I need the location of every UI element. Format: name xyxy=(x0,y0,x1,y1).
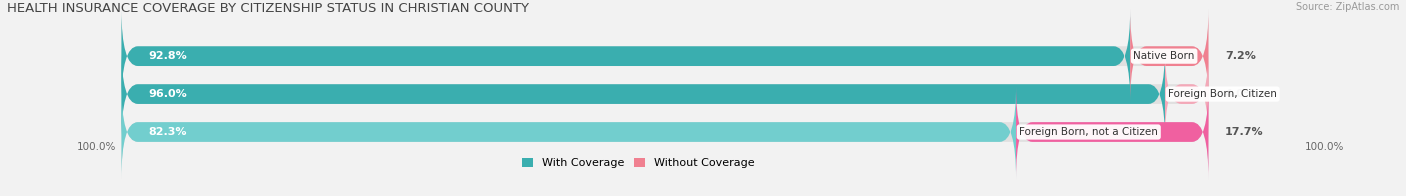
Text: 7.2%: 7.2% xyxy=(1225,51,1256,61)
Text: 100.0%: 100.0% xyxy=(77,142,117,152)
Legend: With Coverage, Without Coverage: With Coverage, Without Coverage xyxy=(523,158,754,169)
Text: 17.7%: 17.7% xyxy=(1225,127,1264,137)
Text: Native Born: Native Born xyxy=(1133,51,1195,61)
Text: HEALTH INSURANCE COVERAGE BY CITIZENSHIP STATUS IN CHRISTIAN COUNTY: HEALTH INSURANCE COVERAGE BY CITIZENSHIP… xyxy=(7,2,529,15)
FancyBboxPatch shape xyxy=(1130,9,1208,103)
Text: Foreign Born, Citizen: Foreign Born, Citizen xyxy=(1168,89,1277,99)
FancyBboxPatch shape xyxy=(121,47,1166,141)
Text: Foreign Born, not a Citizen: Foreign Born, not a Citizen xyxy=(1019,127,1159,137)
Text: 4.0%: 4.0% xyxy=(1225,89,1256,99)
FancyBboxPatch shape xyxy=(121,85,1208,179)
Text: 96.0%: 96.0% xyxy=(149,89,187,99)
Text: Source: ZipAtlas.com: Source: ZipAtlas.com xyxy=(1295,2,1399,12)
Text: 92.8%: 92.8% xyxy=(149,51,187,61)
FancyBboxPatch shape xyxy=(121,85,1017,179)
FancyBboxPatch shape xyxy=(121,47,1208,141)
FancyBboxPatch shape xyxy=(1166,47,1208,141)
FancyBboxPatch shape xyxy=(121,9,1208,103)
Text: 100.0%: 100.0% xyxy=(1305,142,1344,152)
FancyBboxPatch shape xyxy=(1017,85,1208,179)
FancyBboxPatch shape xyxy=(121,9,1130,103)
Text: 82.3%: 82.3% xyxy=(149,127,187,137)
